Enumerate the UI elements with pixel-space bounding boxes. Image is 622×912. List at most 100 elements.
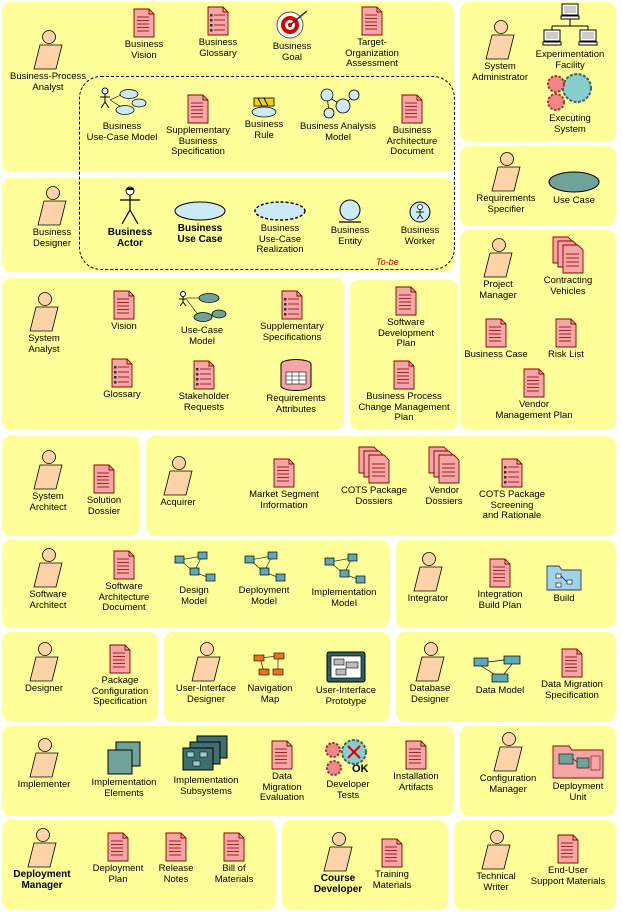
software-development-plan: Software Development Plan	[351, 286, 461, 350]
system-architect: System Architect	[0, 450, 103, 513]
use-case-label: Use Case	[553, 195, 595, 206]
computers-icon	[515, 2, 622, 48]
deployment-manager: Deployment Manager	[0, 828, 97, 891]
svg-text:OK: OK	[352, 763, 369, 775]
target-organization-assessment: Target- Organization Assessment	[317, 6, 427, 70]
implementation-elements: Implementation Elements	[69, 740, 179, 799]
to-be-label: To-be	[376, 257, 399, 267]
list-icon	[457, 458, 567, 488]
end-user-support-materials-label: End-User Support Materials	[530, 865, 606, 887]
designer-label: Designer	[24, 683, 64, 694]
deployment-plan-label: Deployment Plan	[92, 863, 144, 885]
solution-dossier: Solution Dossier	[49, 464, 159, 517]
contracting-vehicles: Contracting Vehicles	[513, 236, 622, 297]
solution-dossier-label: Solution Dossier	[86, 495, 122, 517]
course-developer-label: Course Developer	[313, 873, 363, 895]
business-glossary: Business Glossary	[163, 6, 273, 59]
doc-icon	[317, 6, 427, 36]
doc-icon	[361, 740, 471, 770]
vendor-management-plan: Vendor Management Plan	[479, 368, 589, 421]
requirements-attributes-label: Requirements Attributes	[266, 393, 326, 415]
build: Build	[509, 562, 619, 605]
deployment-model: Deployment Model	[209, 550, 319, 607]
worker-icon	[123, 456, 233, 496]
training-materials: Training Materials	[337, 838, 447, 891]
vendor-dossiers: Vendor Dossiers	[389, 446, 499, 507]
design-model-label: Design Model	[179, 585, 209, 607]
system-administrator: System Administrator	[445, 20, 555, 83]
business-analysis-model: Business Analysis Model	[283, 86, 393, 143]
business-process-change-management-plan-label: Business Process Change Management Plan	[358, 391, 450, 423]
use-case: Use Case	[519, 170, 622, 207]
worker-icon	[0, 292, 99, 332]
doc-icon	[69, 550, 179, 580]
worker-icon	[0, 828, 97, 868]
business-use-case-model-label: Business Use-Case Model	[86, 121, 158, 143]
designer: Designer	[0, 642, 99, 695]
worker-icon	[375, 642, 485, 682]
doc-icon	[229, 458, 339, 488]
worker-icon	[283, 832, 393, 872]
database-designer-label: Database Designer	[409, 683, 451, 705]
business-entity: Business Entity	[295, 198, 405, 247]
technical-writer-label: Technical Writer	[476, 871, 516, 893]
user-interface-prototype: User-Interface Prototype	[291, 650, 401, 707]
business-case: Business Case	[441, 318, 551, 361]
business-entity-label: Business Entity	[330, 225, 370, 247]
doc-icon	[65, 644, 175, 674]
package-configuration-specification: Package Configuration Specification	[65, 644, 175, 708]
business-process-change-management-plan: Business Process Change Management Plan	[349, 360, 459, 424]
integrator: Integrator	[373, 552, 483, 605]
worker-icon	[443, 238, 553, 278]
doc-icon	[445, 558, 555, 588]
netmodel-icon	[209, 550, 319, 584]
prototype-icon	[291, 650, 401, 684]
system-analyst-label: System Analyst	[28, 333, 60, 355]
panel-15	[2, 726, 454, 816]
worker-icon	[451, 152, 561, 192]
worker-icon	[0, 738, 99, 778]
analysis-icon	[283, 86, 393, 120]
developer-tests-label: Developer Tests	[326, 779, 370, 801]
business-use-case-label: Business Use Case	[177, 223, 223, 245]
entity-icon	[295, 198, 405, 224]
panel-12	[2, 632, 158, 722]
doc-icon	[143, 94, 253, 124]
doc-icon	[63, 832, 173, 862]
db-icon	[241, 358, 351, 392]
business-actor-label: Business Actor	[107, 227, 153, 249]
cots-package-screening-and-rationale-label: COTS Package Screening and Rationale	[479, 489, 545, 521]
requirements-specifier-label: Requirements Specifier	[476, 193, 536, 215]
experimentation-facility-label: Experimentation Facility	[535, 49, 605, 71]
list-icon	[149, 360, 259, 390]
actor-icon	[75, 186, 185, 226]
end-user-support-materials: End-User Support Materials	[513, 834, 622, 887]
supplementary-business-specification-label: Supplementary Business Specification	[166, 125, 230, 157]
business-goal: Business Goal	[237, 8, 347, 63]
doc-icon	[69, 290, 179, 320]
panel-18	[282, 820, 448, 910]
bill-of-materials: Bill of Materials	[179, 832, 289, 885]
ellipsedash-icon	[225, 200, 335, 222]
doc-icon	[349, 360, 459, 390]
business-process-analyst: Business-Process Analyst	[0, 30, 103, 93]
business-glossary-label: Business Glossary	[198, 37, 238, 59]
datamodel-icon	[445, 654, 555, 684]
developer-tests: OK Developer Tests	[293, 738, 403, 801]
vendor-dossiers-label: Vendor Dossiers	[425, 485, 463, 507]
integration-build-plan-label: Integration Build Plan	[477, 589, 523, 611]
business-goal-label: Business Goal	[272, 41, 312, 63]
supplementary-specifications-label: Supplementary Specifications	[260, 321, 324, 343]
data-migration-evaluation: Data Migration Evaluation	[227, 740, 337, 804]
worker-icon	[0, 450, 103, 490]
user-interface-designer: User-Interface Designer	[151, 642, 261, 705]
business-worker-label: Business Worker	[400, 225, 440, 247]
acquirer: Acquirer	[123, 456, 233, 509]
glossary: Glossary	[67, 358, 177, 401]
implementation-subsystems: Implementation Subsystems	[151, 734, 261, 797]
software-architect-label: Software Architect	[29, 589, 67, 611]
goal-icon	[237, 8, 347, 40]
panel-3	[460, 2, 616, 142]
risk-list-label: Risk List	[548, 349, 584, 360]
system-administrator-label: System Administrator	[472, 61, 528, 83]
